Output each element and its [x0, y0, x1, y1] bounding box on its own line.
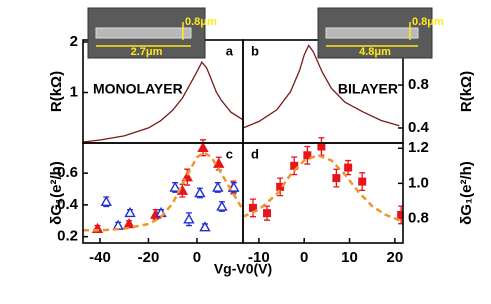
y-tick-label: 0.2 — [57, 228, 78, 245]
plot-area — [243, 137, 403, 225]
data-point — [124, 206, 136, 218]
data-point — [183, 213, 195, 224]
y-tick-label: 1 — [70, 83, 78, 100]
y-tick-label: 0.4 — [57, 196, 79, 213]
data-point — [216, 200, 228, 211]
data-point — [358, 177, 367, 186]
inset-text: 2.7μm — [131, 46, 163, 58]
data-point — [276, 182, 285, 191]
y-axis-label: R(kΩ) — [48, 71, 65, 112]
x-tick-label: -40 — [89, 249, 111, 266]
panel-label: BILAYER — [338, 81, 398, 97]
y-tick-label: 1.0 — [408, 174, 429, 191]
panel-letter: d — [251, 146, 259, 161]
x-tick-label: 10 — [341, 249, 358, 266]
x-tick-label: 20 — [386, 249, 403, 266]
y-tick-label: 0.8 — [408, 76, 429, 93]
inset-arrow — [326, 22, 418, 47]
line-series — [243, 44, 400, 129]
data-point — [169, 181, 181, 192]
panel-label: MONOLAYER — [93, 81, 183, 97]
data-point — [212, 181, 224, 192]
x-tick-label: -20 — [138, 249, 160, 266]
data-point — [290, 161, 299, 170]
panel-letter: a — [226, 43, 234, 58]
plot-area — [83, 139, 243, 234]
x-tick-label: 0 — [193, 249, 201, 266]
data-point — [123, 218, 135, 229]
y-tick-label: 1.2 — [408, 139, 429, 156]
data-point — [332, 174, 341, 183]
inset-text: 4.8μm — [359, 46, 391, 58]
data-point — [263, 209, 272, 218]
data-point — [344, 163, 353, 172]
data-point — [397, 210, 403, 219]
inset-arrow — [96, 22, 191, 47]
inset-ribbon — [325, 27, 419, 39]
data-point — [199, 221, 211, 232]
y-axis-label: δG₁(e²/h) — [458, 161, 475, 225]
line-series — [83, 151, 243, 232]
data-point — [248, 203, 257, 212]
y-tick-label: 0.4 — [408, 119, 430, 136]
y-tick-label: 0.6 — [57, 164, 78, 181]
panel-frame — [242, 142, 404, 244]
y-axis-label: δG₁(e²/h) — [48, 161, 65, 225]
panel-letter: b — [251, 43, 259, 58]
y-tick-label: 2 — [70, 33, 78, 50]
panel-letter: c — [226, 146, 233, 161]
inset-text: 0.8μm — [185, 16, 217, 28]
data-point — [197, 141, 209, 153]
data-point — [303, 151, 312, 160]
x-tick-label: 0 — [300, 249, 308, 266]
inset-ribbon — [95, 27, 192, 39]
y-tick-label: 0.8 — [408, 209, 429, 226]
inset-text: 0.8μm — [412, 16, 444, 28]
line-series — [83, 61, 243, 143]
plot-area — [83, 61, 243, 143]
plot-area — [243, 44, 400, 129]
data-point — [194, 187, 206, 198]
x-axis-label: Vg-V0(V) — [214, 261, 272, 277]
data-point — [100, 195, 112, 207]
x-tick-label: -10 — [248, 249, 270, 266]
y-axis-label: R(kΩ) — [458, 71, 475, 112]
data-point — [317, 142, 326, 151]
